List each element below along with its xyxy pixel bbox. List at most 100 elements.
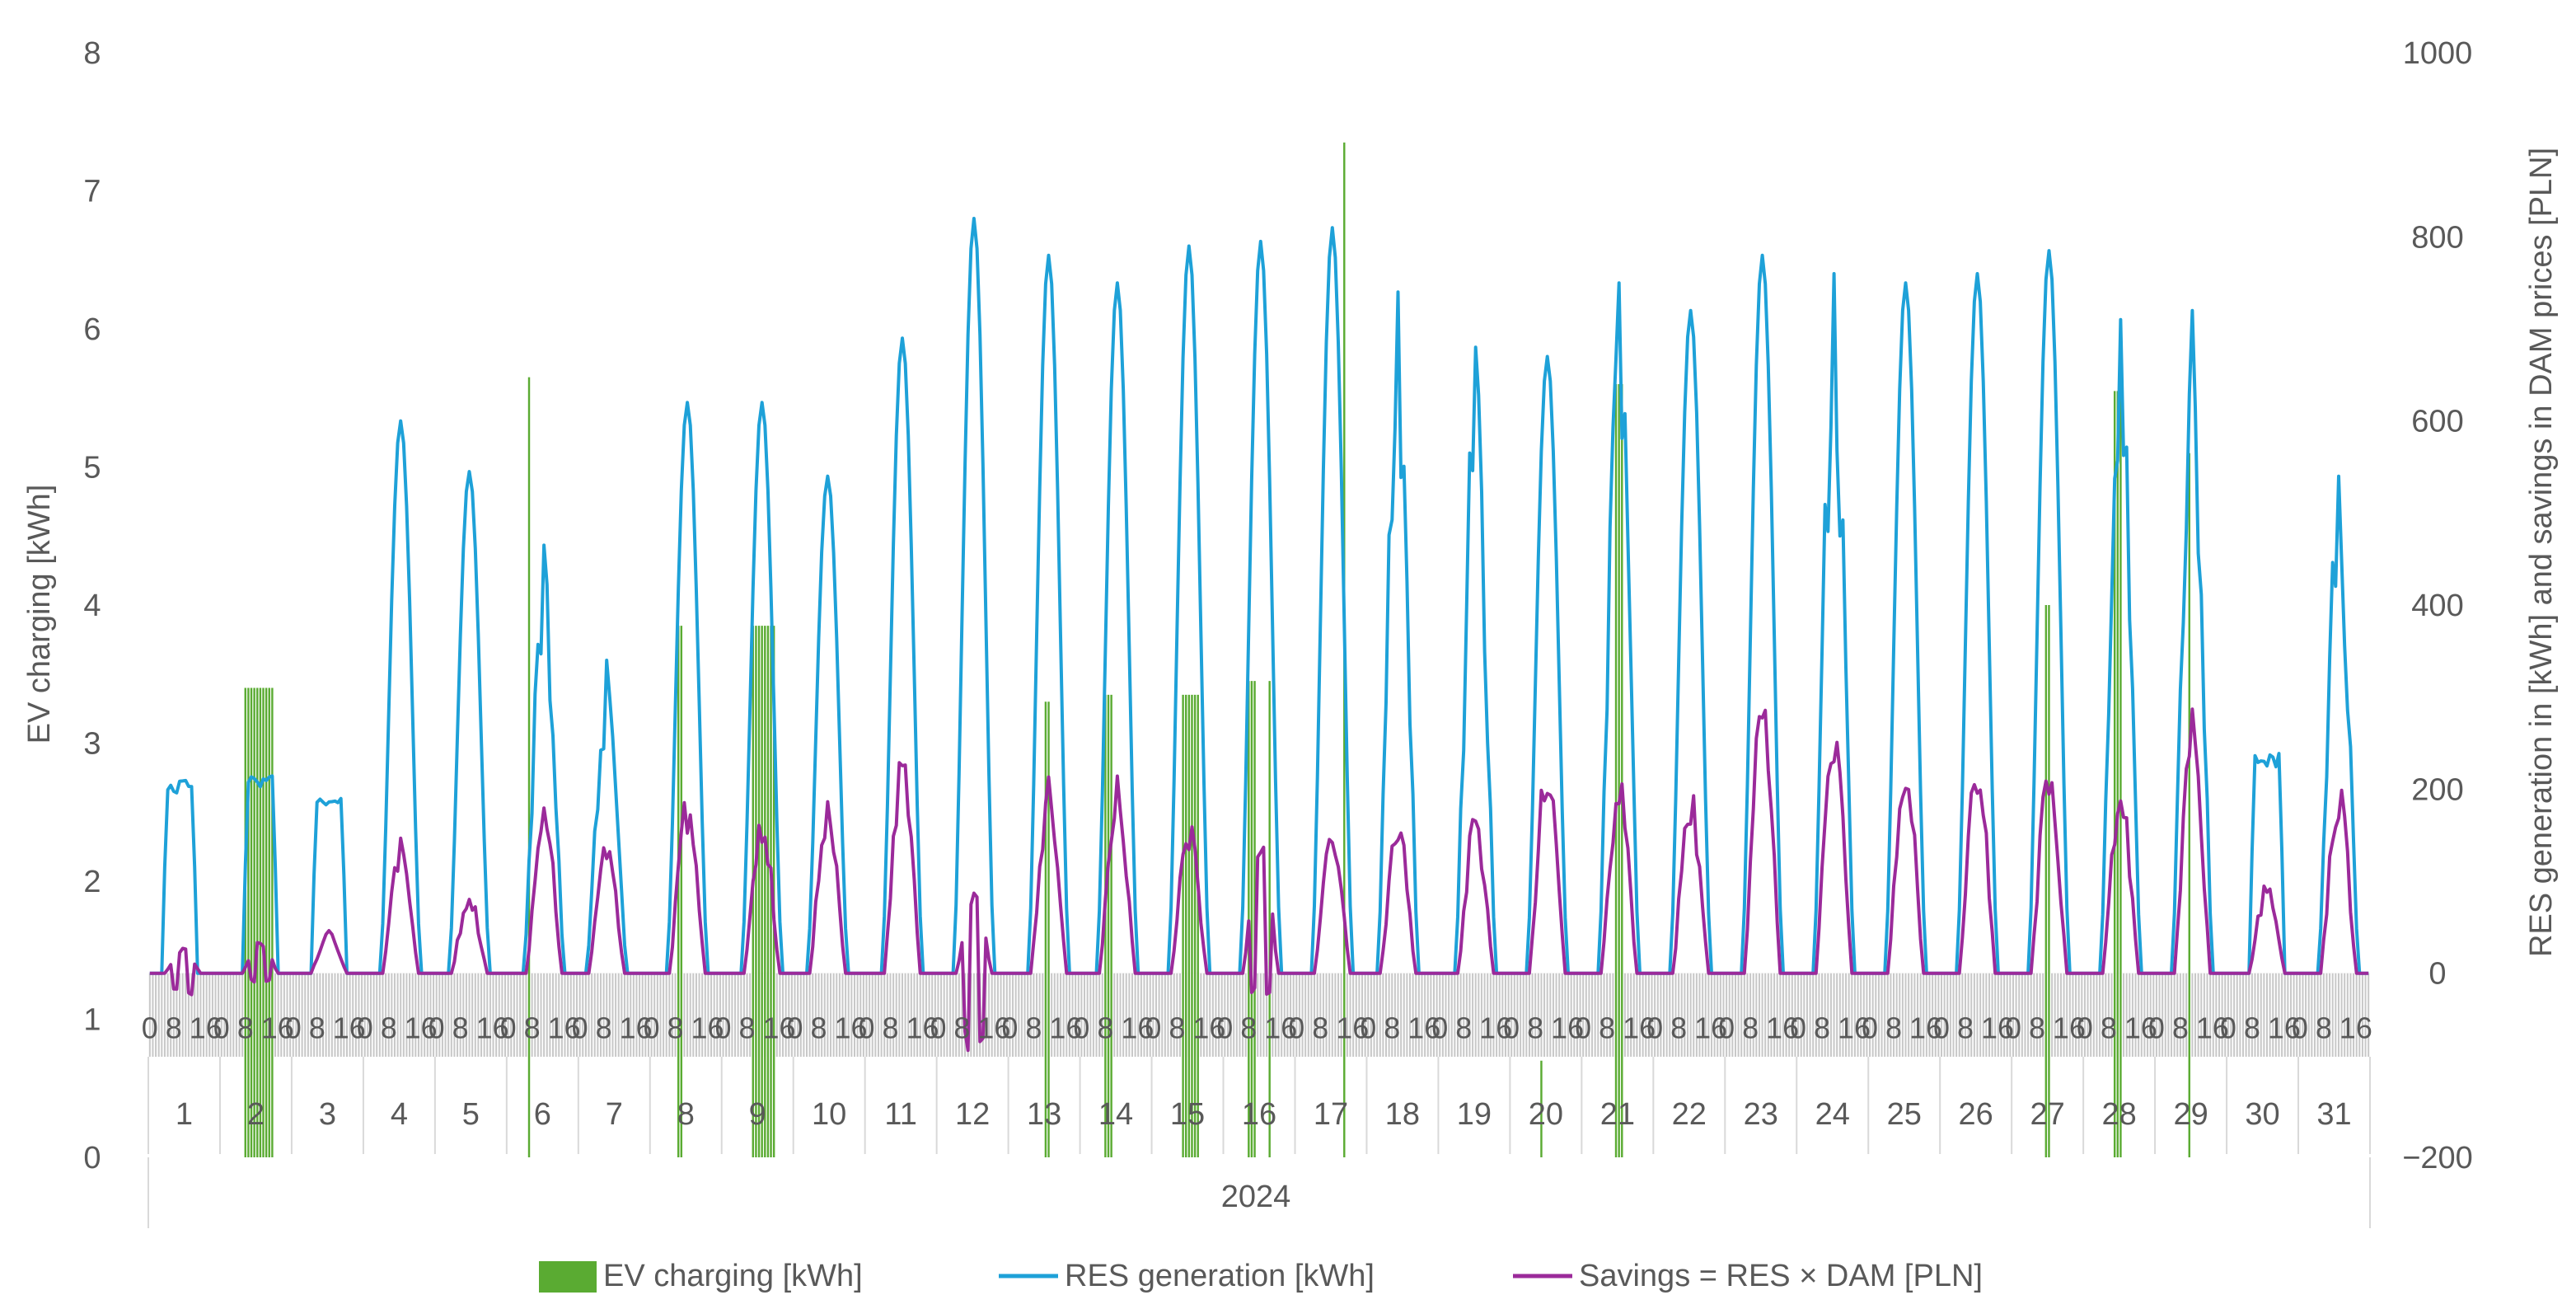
hour-tick-label: 8 — [2172, 1011, 2189, 1045]
hour-tick-label: 16 — [405, 1011, 438, 1045]
hour-tick-label: 8 — [1097, 1011, 1113, 1045]
hour-tick-label: 0 — [930, 1011, 946, 1045]
hour-tick-label: 8 — [309, 1011, 326, 1045]
hour-tick-label: 16 — [1264, 1011, 1297, 1045]
ev-bar — [2113, 391, 2116, 1157]
hour-tick-label: 0 — [1862, 1011, 1878, 1045]
hour-tick-label: 0 — [1001, 1011, 1018, 1045]
hour-tick-label: 16 — [190, 1011, 222, 1045]
hour-tick-label: 0 — [1288, 1011, 1304, 1045]
ev-bar — [1182, 694, 1184, 1157]
hour-tick-label: 0 — [1145, 1011, 1161, 1045]
hour-tick-label: 8 — [1312, 1011, 1328, 1045]
right-axis-tick: 0 — [2428, 957, 2446, 992]
hour-tick-label: 8 — [2029, 1011, 2045, 1045]
left-axis-ticks: 0 1 2 3 4 5 6 7 8 — [83, 36, 101, 1175]
right-axis-tick: 800 — [2411, 220, 2463, 255]
day-tick-label: 1 — [176, 1097, 193, 1132]
hour-tick-label: 0 — [572, 1011, 588, 1045]
day-tick-label: 3 — [319, 1097, 336, 1132]
hour-tick-label: 16 — [834, 1011, 867, 1045]
hour-tick-label: 8 — [1670, 1011, 1687, 1045]
ev-bar — [1044, 701, 1047, 1157]
ev-bar — [253, 687, 255, 1157]
ev-bar — [757, 626, 761, 1157]
hour-tick-label: 16 — [620, 1011, 653, 1045]
hour-tick-label: 16 — [333, 1011, 366, 1045]
hour-tick-label: 16 — [548, 1011, 581, 1045]
right-axis-tick: 400 — [2411, 589, 2463, 623]
hour-tick-label: 0 — [1790, 1011, 1806, 1045]
hour-tick-label: 0 — [858, 1011, 874, 1045]
hour-tick-label: 8 — [2244, 1011, 2260, 1045]
hour-tick-label: 16 — [691, 1011, 724, 1045]
hour-gridlines — [148, 973, 2371, 1057]
hour-tick-label: 0 — [1216, 1011, 1233, 1045]
hour-tick-label: 16 — [2268, 1011, 2301, 1045]
hour-tick-label: 16 — [2053, 1011, 2086, 1045]
ev-bar — [256, 687, 259, 1157]
ev-bar — [1268, 681, 1271, 1157]
day-tick-label: 13 — [1027, 1097, 1061, 1132]
hour-tick-label: 8 — [2101, 1011, 2117, 1045]
hour-tick-label: 16 — [1551, 1011, 1584, 1045]
day-tick-label: 24 — [1815, 1097, 1850, 1132]
ev-bar — [1618, 384, 1620, 1157]
ev-bar — [1621, 384, 1623, 1157]
right-axis-tick: −200 — [2402, 1141, 2473, 1175]
hour-tick-label: 0 — [2220, 1011, 2236, 1045]
day-tick-label: 29 — [2173, 1097, 2208, 1132]
legend-label-res: RES generation [kWh] — [1065, 1259, 1375, 1293]
hour-tick-label: 16 — [1981, 1011, 2014, 1045]
legend-label-savings: Savings = RES × DAM [PLN] — [1579, 1259, 1983, 1293]
hour-tick-label: 8 — [1885, 1011, 1902, 1045]
hour-tick-label: 8 — [1169, 1011, 1185, 1045]
day-tick-label: 15 — [1170, 1097, 1205, 1132]
right-axis-title: RES generation in [kWh] and savings in D… — [2524, 148, 2559, 957]
day-tick-label: 28 — [2101, 1097, 2136, 1132]
ev-bar — [755, 626, 757, 1157]
day-tick-label: 9 — [749, 1097, 766, 1132]
hour-tick-label: 8 — [452, 1011, 469, 1045]
left-axis-tick: 5 — [83, 451, 101, 486]
hour-tick-label: 0 — [2148, 1011, 2165, 1045]
hour-tick-label: 0 — [1431, 1011, 1448, 1045]
day-tick-label: 31 — [2316, 1097, 2351, 1132]
hour-tick-label: 16 — [2124, 1011, 2157, 1045]
left-axis-tick: 8 — [83, 36, 101, 71]
hour-tick-label: 8 — [882, 1011, 898, 1045]
day-tick-label: 12 — [955, 1097, 990, 1132]
ev-bar — [2119, 391, 2122, 1157]
hour-tick-label: 0 — [1718, 1011, 1735, 1045]
day-tick-label: 10 — [812, 1097, 846, 1132]
left-axis-tick: 6 — [83, 312, 101, 347]
hour-tick-label: 16 — [261, 1011, 294, 1045]
hour-tick-label: 16 — [1694, 1011, 1727, 1045]
day-tick-label: 18 — [1385, 1097, 1420, 1132]
left-axis-tick: 4 — [83, 589, 101, 623]
hour-tick-label: 0 — [2005, 1011, 2021, 1045]
day-tick-label: 5 — [462, 1097, 480, 1132]
hour-tick-label: 16 — [476, 1011, 509, 1045]
savings-series — [149, 707, 2369, 1053]
day-tick-label: 22 — [1672, 1097, 1707, 1132]
hour-tick-label: 16 — [2339, 1011, 2372, 1045]
ev-bar — [527, 377, 531, 1157]
hour-tick-label: 16 — [1407, 1011, 1440, 1045]
day-tick-label: 14 — [1098, 1097, 1133, 1132]
ev-bar — [677, 626, 680, 1157]
day-tick-label: 8 — [677, 1097, 695, 1132]
ev-bar — [761, 626, 763, 1157]
day-tick-label: 23 — [1744, 1097, 1778, 1132]
right-axis-ticks: −200 0 200 400 600 800 1000 — [2402, 36, 2473, 1175]
hour-tick-label: 0 — [357, 1011, 373, 1045]
hour-tick-label: 0 — [715, 1011, 732, 1045]
hour-tick-label: 16 — [977, 1011, 1010, 1045]
hour-tick-label: 8 — [667, 1011, 684, 1045]
savings-line — [149, 707, 2369, 1053]
ev-bar — [259, 687, 262, 1157]
hour-tick-label: 16 — [1479, 1011, 1512, 1045]
hour-tick-label: 8 — [1240, 1011, 1257, 1045]
left-axis-title: EV charging [kWh] — [22, 485, 57, 744]
right-axis-tick: 1000 — [2403, 36, 2473, 71]
